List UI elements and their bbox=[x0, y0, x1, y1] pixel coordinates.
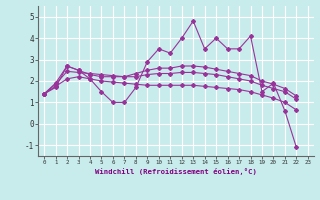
X-axis label: Windchill (Refroidissement éolien,°C): Windchill (Refroidissement éolien,°C) bbox=[95, 168, 257, 175]
